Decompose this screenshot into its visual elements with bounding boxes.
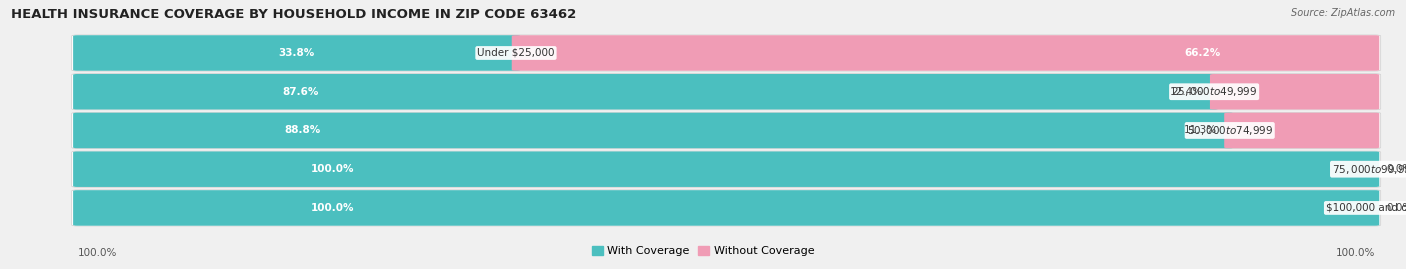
- FancyBboxPatch shape: [72, 151, 1381, 187]
- FancyBboxPatch shape: [73, 190, 1379, 226]
- Text: 33.8%: 33.8%: [278, 48, 315, 58]
- FancyBboxPatch shape: [1211, 74, 1379, 109]
- Text: 100.0%: 100.0%: [311, 203, 354, 213]
- FancyBboxPatch shape: [73, 74, 1219, 109]
- Text: 0.0%: 0.0%: [1386, 203, 1406, 213]
- Text: 88.8%: 88.8%: [285, 125, 321, 136]
- Text: $100,000 and over: $100,000 and over: [1326, 203, 1406, 213]
- Legend: With Coverage, Without Coverage: With Coverage, Without Coverage: [588, 242, 818, 261]
- Text: Source: ZipAtlas.com: Source: ZipAtlas.com: [1291, 8, 1395, 18]
- Text: HEALTH INSURANCE COVERAGE BY HOUSEHOLD INCOME IN ZIP CODE 63462: HEALTH INSURANCE COVERAGE BY HOUSEHOLD I…: [11, 8, 576, 21]
- FancyBboxPatch shape: [1225, 113, 1379, 148]
- FancyBboxPatch shape: [73, 151, 1379, 187]
- Text: $75,000 to $99,999: $75,000 to $99,999: [1331, 163, 1406, 176]
- Text: $50,000 to $74,999: $50,000 to $74,999: [1187, 124, 1272, 137]
- FancyBboxPatch shape: [72, 112, 1381, 148]
- FancyBboxPatch shape: [73, 35, 520, 71]
- Text: 66.2%: 66.2%: [1184, 48, 1220, 58]
- Text: 100.0%: 100.0%: [1336, 248, 1375, 258]
- FancyBboxPatch shape: [72, 35, 1381, 71]
- FancyBboxPatch shape: [72, 190, 1381, 226]
- Text: 87.6%: 87.6%: [283, 87, 318, 97]
- Text: Under $25,000: Under $25,000: [477, 48, 555, 58]
- Text: 100.0%: 100.0%: [311, 164, 354, 174]
- Text: 12.4%: 12.4%: [1170, 87, 1204, 97]
- FancyBboxPatch shape: [512, 35, 1379, 71]
- Text: 0.0%: 0.0%: [1386, 164, 1406, 174]
- FancyBboxPatch shape: [73, 113, 1234, 148]
- Text: 100.0%: 100.0%: [77, 248, 117, 258]
- FancyBboxPatch shape: [72, 74, 1381, 110]
- Text: 11.3%: 11.3%: [1184, 125, 1218, 136]
- Text: $25,000 to $49,999: $25,000 to $49,999: [1171, 85, 1257, 98]
